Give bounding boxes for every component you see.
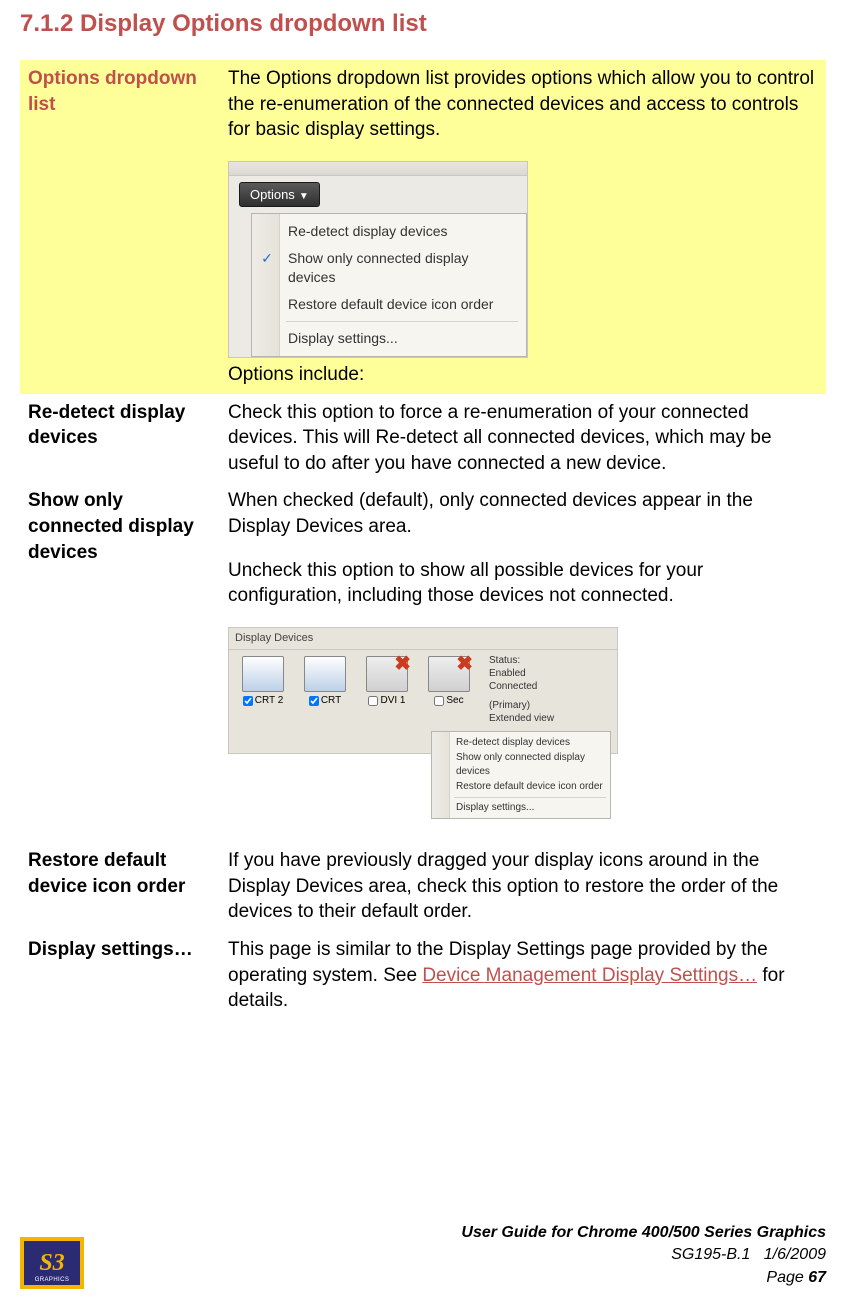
s3-logo: S3 GRAPHICS: [20, 1237, 84, 1289]
device-checkbox[interactable]: [243, 696, 253, 706]
row2-body: Check this option to force a re-enumerat…: [228, 400, 818, 477]
menu-item-redetect[interactable]: Re-detect display devices: [252, 218, 526, 245]
monitor-icon: ✖: [428, 656, 470, 692]
device-label: DVI 1: [380, 694, 405, 708]
toolbar-strip: [229, 162, 527, 176]
menu-item-label: Display settings...: [288, 330, 398, 346]
row5-body: This page is similar to the Display Sett…: [228, 937, 818, 1014]
row5-label: Display settings…: [20, 931, 220, 1020]
row4-body: If you have previously dragged your disp…: [228, 848, 818, 925]
menu-separator: [286, 321, 518, 322]
options-button[interactable]: Options ▼: [239, 182, 320, 208]
device-checkbox[interactable]: [309, 696, 319, 706]
status-enabled: Enabled: [489, 667, 565, 680]
section-heading: 7.1.2 Display Options dropdown list: [20, 10, 826, 38]
disabled-x-icon: ✖: [456, 651, 473, 678]
logo-text: S3: [39, 1250, 64, 1277]
menu-separator: [454, 797, 606, 798]
display-settings-link[interactable]: Device Management Display Settings…: [422, 965, 757, 986]
mini-menu-item[interactable]: Show only connected display devices: [432, 750, 610, 779]
row4-label: Restore default device icon order: [20, 842, 220, 931]
footer-date: 1/6/2009: [764, 1246, 826, 1263]
device-checkbox[interactable]: [434, 696, 444, 706]
status-label: Status:: [489, 654, 565, 667]
monitor-icon: [304, 656, 346, 692]
options-button-label: Options: [250, 187, 295, 202]
screenshot-display-devices: Display Devices CRT 2 CRT: [228, 627, 618, 754]
status-primary: (Primary): [489, 699, 565, 712]
row3-p1: When checked (default), only connected d…: [228, 488, 818, 539]
mini-menu-item[interactable]: Restore default device icon order: [432, 779, 610, 795]
footer-docid: SG195-B.1: [671, 1246, 750, 1263]
menu-item-display-settings[interactable]: Display settings...: [252, 325, 526, 352]
panel-header: Display Devices: [229, 628, 617, 650]
menu-item-show-connected[interactable]: ✓ Show only connected display devices: [252, 245, 526, 291]
row1-intro: The Options dropdown list provides optio…: [228, 66, 818, 143]
footer-page-label: Page: [766, 1269, 808, 1286]
row1-after: Options include:: [228, 362, 818, 388]
status-view: Extended view: [489, 712, 565, 725]
footer-title: User Guide for Chrome 400/500 Series Gra…: [461, 1222, 826, 1244]
row3-label: Show only connected display devices: [20, 482, 220, 842]
mini-menu-item[interactable]: Re-detect display devices: [432, 735, 610, 751]
device-checkbox[interactable]: [368, 696, 378, 706]
footer-page-number: 67: [808, 1269, 826, 1286]
device-sec[interactable]: ✖ Sec: [421, 656, 477, 708]
page-footer: S3 GRAPHICS User Guide for Chrome 400/50…: [20, 1222, 826, 1289]
chevron-down-icon: ▼: [299, 191, 309, 202]
monitor-icon: ✖: [366, 656, 408, 692]
row3-p2: Uncheck this option to show all possible…: [228, 558, 818, 609]
menu-item-restore-order[interactable]: Restore default device icon order: [252, 291, 526, 318]
logo-subtext: GRAPHICS: [35, 1277, 70, 1283]
device-label: Sec: [446, 694, 463, 708]
mini-menu-item[interactable]: Display settings...: [432, 800, 610, 816]
menu-item-label: Restore default device icon order: [288, 296, 493, 312]
disabled-x-icon: ✖: [394, 651, 411, 678]
definitions-table: Options dropdown list The Options dropdo…: [20, 60, 826, 1020]
monitor-icon: [242, 656, 284, 692]
row2-label: Re-detect display devices: [20, 394, 220, 483]
menu-item-label: Show only connected display devices: [288, 250, 469, 285]
row1-label: Options dropdown list: [20, 60, 220, 394]
menu-item-label: Re-detect display devices: [288, 223, 448, 239]
status-connected: Connected: [489, 680, 565, 693]
device-label: CRT: [321, 694, 341, 708]
device-label: CRT 2: [255, 694, 284, 708]
device-dvi1[interactable]: ✖ DVI 1: [359, 656, 415, 708]
check-icon: ✓: [259, 249, 275, 265]
options-menu: Re-detect display devices ✓ Show only co…: [251, 213, 527, 356]
device-crt[interactable]: CRT: [297, 656, 353, 708]
screenshot-options-dropdown: Options ▼ Re-detect display devices ✓ Sho…: [228, 161, 528, 358]
device-crt2[interactable]: CRT 2: [235, 656, 291, 708]
options-menu-small: Re-detect display devices Show only conn…: [431, 731, 611, 820]
